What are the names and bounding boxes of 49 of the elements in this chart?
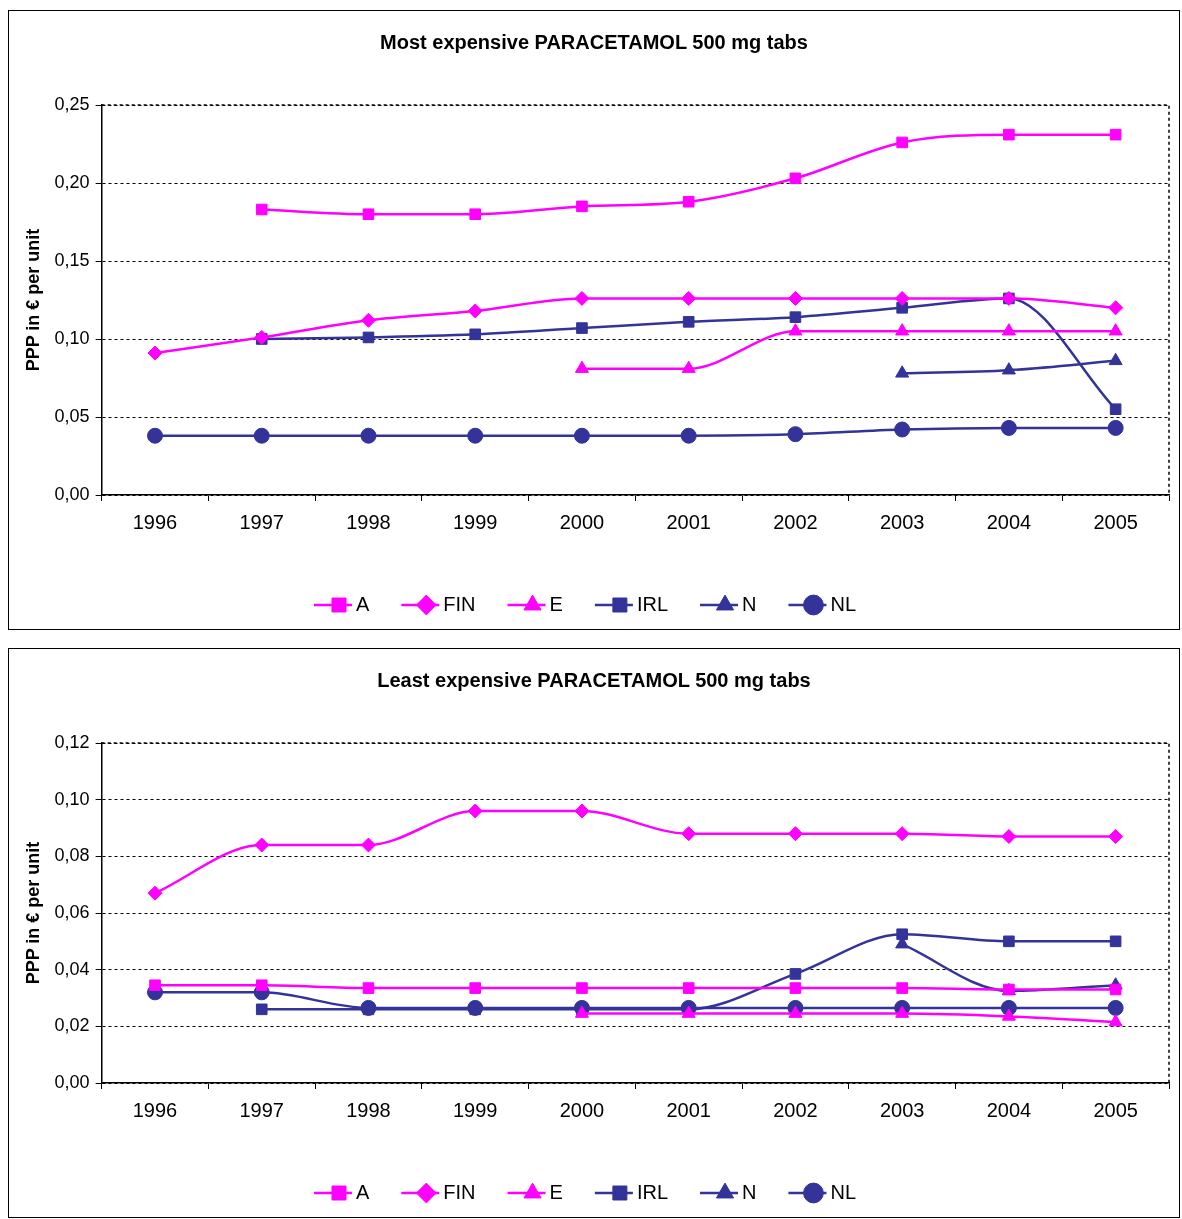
legend-label: IRL <box>636 1180 669 1203</box>
x-tick-label: 2001 <box>666 510 711 533</box>
x-tick-label: 2005 <box>1093 1098 1138 1121</box>
x-tick-label: 2003 <box>879 1098 925 1121</box>
legend-label: FIN <box>443 1180 476 1203</box>
legend-label: NL <box>830 592 857 615</box>
legend-label: N <box>742 592 757 615</box>
y-axis-title: PPP in € per unit <box>22 841 43 985</box>
x-tick-label: 2002 <box>773 510 818 533</box>
y-tick-label: 0,08 <box>54 845 90 866</box>
x-tick-label: 2004 <box>986 510 1032 533</box>
x-tick-label: 2004 <box>986 1098 1032 1121</box>
chart-title: Least expensive PARACETAMOL 500 mg tabs <box>377 668 811 691</box>
legend-label: A <box>355 592 370 615</box>
y-tick-label: 0,15 <box>54 249 90 270</box>
y-tick-label: 0,04 <box>54 958 90 979</box>
x-tick-label: 2002 <box>773 1098 818 1121</box>
x-tick-label: 1996 <box>132 510 178 533</box>
legend-label: FIN <box>443 592 476 615</box>
y-tick-label: 0,02 <box>54 1015 90 1036</box>
x-tick-label: 2003 <box>879 510 925 533</box>
legend-label: N <box>742 1180 757 1203</box>
x-tick-label: 1999 <box>452 510 498 533</box>
x-tick-label: 2000 <box>559 510 605 533</box>
y-tick-label: 0,25 <box>54 93 90 114</box>
x-tick-label: 1996 <box>132 1098 178 1121</box>
y-tick-label: 0,05 <box>54 405 90 426</box>
y-tick-label: 0,00 <box>54 1071 90 1092</box>
chart-title: Most expensive PARACETAMOL 500 mg tabs <box>380 30 808 53</box>
y-tick-label: 0,12 <box>54 731 90 752</box>
y-tick-label: 0,10 <box>54 788 90 809</box>
x-tick-label: 1998 <box>346 510 391 533</box>
y-tick-label: 0,06 <box>54 901 90 922</box>
legend-label: IRL <box>636 592 669 615</box>
x-tick-label: 1999 <box>452 1098 498 1121</box>
x-tick-label: 1998 <box>346 1098 391 1121</box>
legend-label: E <box>549 592 563 615</box>
x-tick-label: 2001 <box>666 1098 711 1121</box>
x-tick-label: 1997 <box>239 510 284 533</box>
x-tick-label: 2005 <box>1093 510 1138 533</box>
y-tick-label: 0,10 <box>54 327 90 348</box>
x-tick-label: 1997 <box>239 1098 284 1121</box>
legend-label: A <box>355 1180 370 1203</box>
legend-label: E <box>549 1180 563 1203</box>
x-tick-label: 2000 <box>559 1098 605 1121</box>
y-tick-label: 0,00 <box>54 483 90 504</box>
y-tick-label: 0,20 <box>54 171 90 192</box>
legend-label: NL <box>830 1180 857 1203</box>
y-axis-title: PPP in € per unit <box>22 228 43 372</box>
